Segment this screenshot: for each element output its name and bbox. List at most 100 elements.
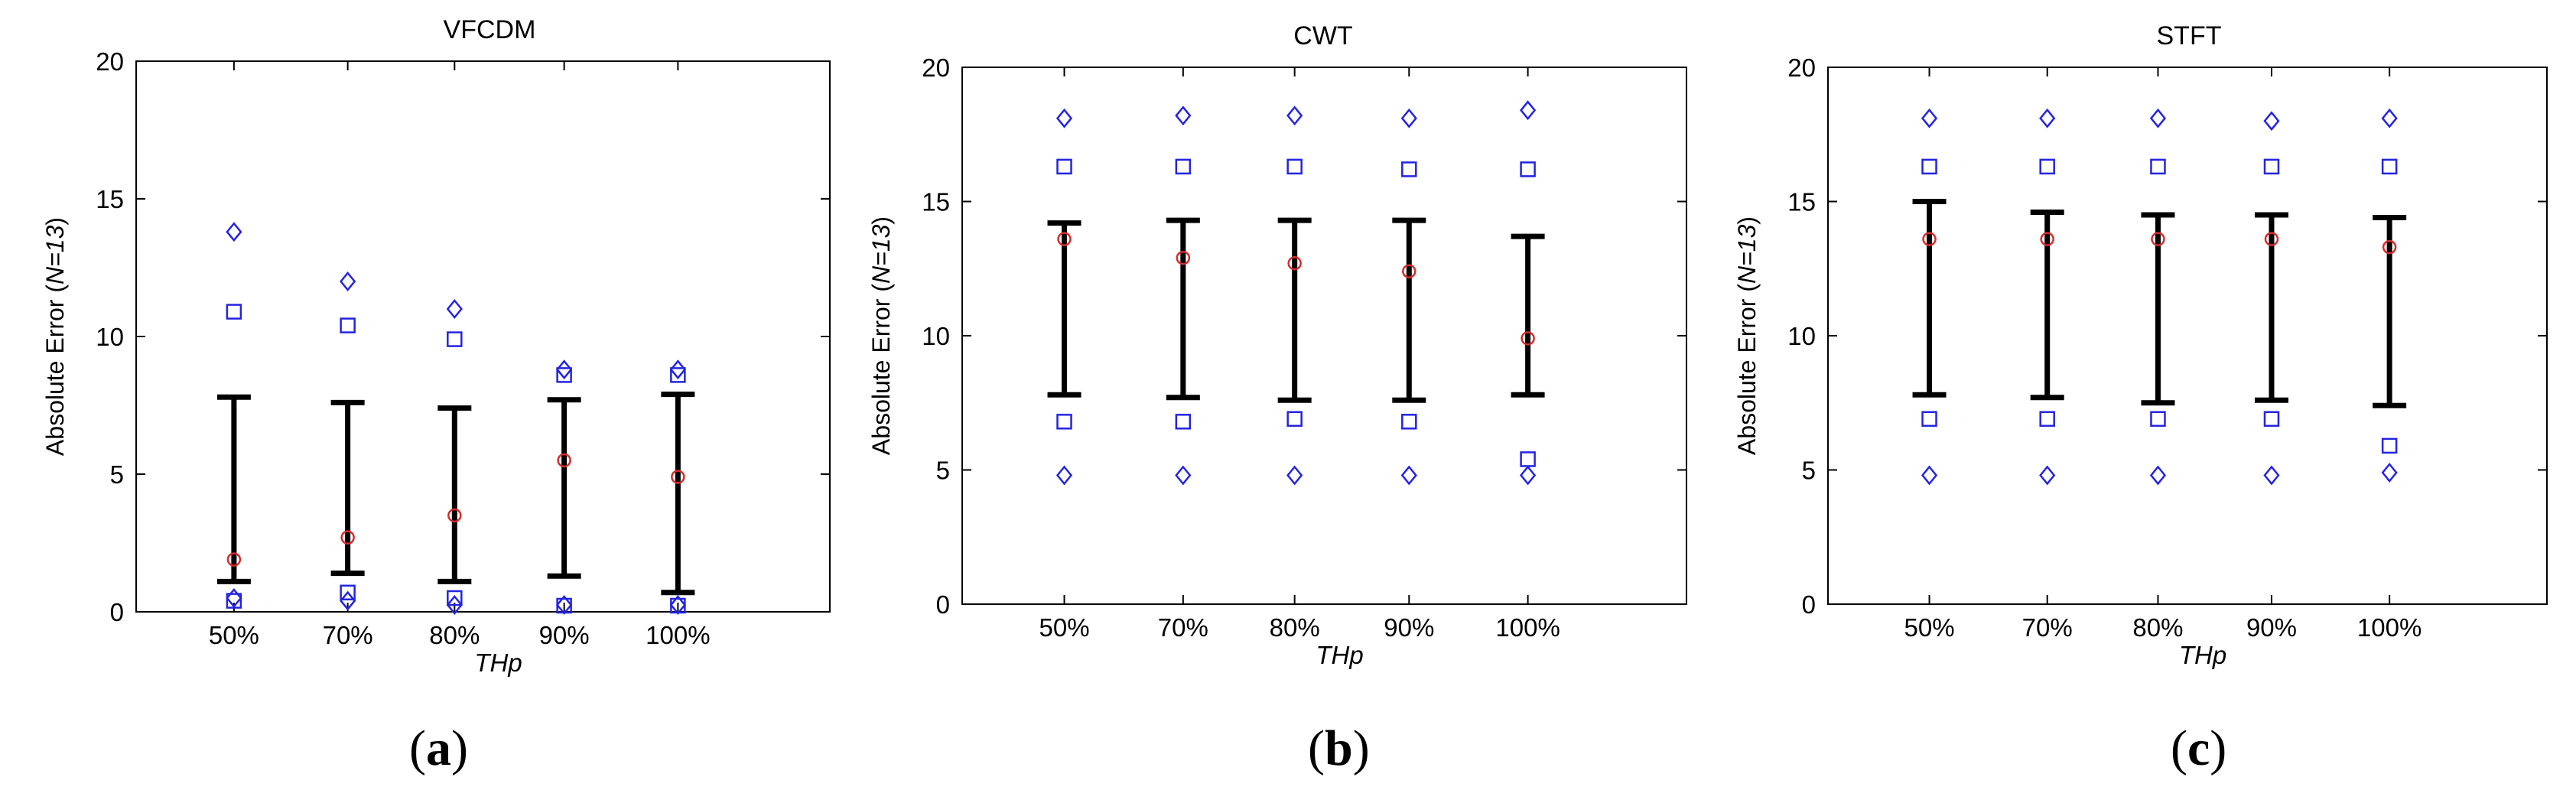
diamond-marker [556, 595, 573, 615]
y-tick-label: 5 [110, 460, 124, 489]
panel-label: (b) [1308, 720, 1370, 776]
y-axis-label-prefix: Absolute Error ( [1733, 284, 1761, 455]
x-tick-label: 70% [2022, 613, 2073, 642]
diamond-marker [2263, 111, 2280, 132]
square-marker [340, 584, 356, 601]
diamond-marker [1055, 108, 1073, 128]
diamond-marker [446, 595, 463, 615]
diamond-marker [2381, 108, 2398, 128]
chart-title: STFT [2157, 21, 2222, 50]
x-tick-label: 70% [1158, 613, 1208, 642]
diamond-marker [2149, 108, 2167, 128]
x-tick-label: 80% [429, 621, 480, 649]
diamond-marker [2039, 108, 2056, 128]
x-tick-label: 90% [539, 621, 590, 649]
x-tick-label: 100% [646, 621, 710, 649]
diamond-marker [2149, 465, 2167, 486]
square-marker [2150, 411, 2166, 428]
diamond-marker [1519, 465, 1537, 486]
chart-panel-c: STFT 0 5 10 15 20 50% 70% 80% 90% 100% THp Absolute … [1733, 21, 2548, 776]
square-marker [447, 590, 463, 606]
square-marker [447, 331, 463, 347]
x-tick-label: 100% [1495, 613, 1560, 642]
y-tick-label: 20 [96, 47, 124, 76]
square-marker [1056, 158, 1072, 175]
y-axis-label-n: N=13 [1733, 224, 1761, 284]
diamond-marker [1400, 108, 1417, 128]
diamond-marker [669, 359, 686, 380]
diamond-marker [1175, 465, 1192, 486]
diamond-marker [340, 590, 356, 611]
square-marker [1401, 414, 1417, 430]
mean-circle-marker [1057, 232, 1072, 246]
x-tick-label: 50% [1904, 613, 1955, 642]
panel-label-close: ) [1353, 720, 1370, 776]
square-marker [1520, 451, 1536, 467]
x-axis-label: THp [2179, 641, 2226, 669]
mean-circle-marker [2264, 232, 2279, 246]
panel-label-close: ) [451, 720, 468, 776]
diamond-marker [2263, 465, 2280, 486]
panel-label: (c) [2171, 720, 2226, 776]
square-marker [2381, 437, 2398, 454]
panel-label-open: ( [2171, 720, 2187, 776]
square-marker [2263, 158, 2280, 175]
x-tick-label: 90% [2246, 613, 2297, 642]
x-tick-label: 90% [1384, 613, 1434, 642]
mean-circle-marker [226, 552, 242, 567]
square-marker [1921, 158, 1937, 175]
mean-circle-marker [2382, 239, 2397, 255]
axes-frame [961, 67, 1687, 605]
x-tick-label: 50% [1039, 613, 1089, 642]
square-marker [1286, 158, 1303, 175]
x-tick-label: 80% [1270, 613, 1320, 642]
mean-circle-marker [1521, 331, 1535, 346]
diamond-marker [340, 271, 356, 291]
y-axis-label-n: N=13 [41, 225, 69, 284]
panel-label-close: ) [2210, 720, 2226, 776]
chart-panel-a: VFCDM 0 5 10 15 20 50% 70% 80% 90% 100% THp Absolute… [41, 15, 831, 776]
chart-title: CWT [1293, 21, 1352, 50]
y-tick-label: 15 [922, 188, 950, 216]
diamond-marker [226, 588, 242, 608]
y-axis-label-suffix: ) [867, 216, 895, 225]
diamond-marker [1400, 465, 1417, 486]
diamond-marker [2039, 465, 2056, 486]
mean-circle-marker [1402, 264, 1416, 279]
y-axis-label: Absolute Error (N=13) [1733, 216, 1761, 455]
y-tick-label: 5 [1802, 457, 1816, 485]
diamond-marker [446, 299, 463, 319]
panel-label-letter: b [1325, 720, 1353, 776]
square-marker [1401, 161, 1417, 177]
square-marker [556, 367, 572, 383]
panel-label: (a) [409, 720, 468, 776]
y-axis-label: Absolute Error (N=13) [41, 217, 69, 456]
y-axis-label-suffix: ) [1733, 216, 1761, 225]
square-marker [2039, 411, 2055, 428]
chart-title: VFCDM [444, 15, 536, 44]
x-tick-label: 80% [2132, 613, 2183, 642]
square-marker [1520, 161, 1536, 177]
square-marker [1175, 158, 1192, 175]
y-tick-label: 15 [1787, 188, 1816, 216]
y-tick-label: 10 [922, 322, 950, 350]
square-marker [670, 367, 686, 383]
diamond-marker [556, 359, 573, 380]
diamond-marker [669, 595, 686, 615]
panel-label-letter: c [2187, 720, 2210, 776]
square-marker [1175, 414, 1192, 430]
y-axis-label-suffix: ) [41, 217, 69, 226]
panel-label-open: ( [1308, 720, 1325, 776]
chart-panel-b: CWT 0 5 10 15 20 50% 70% 80% 90% 100% THp Absolute E… [867, 21, 1687, 776]
y-tick-label: 0 [110, 598, 124, 626]
mean-circle-marker [340, 530, 355, 545]
square-marker [1286, 411, 1303, 428]
x-tick-label: 50% [209, 621, 259, 649]
square-marker [2263, 411, 2280, 428]
diamond-marker [1921, 108, 1938, 128]
mean-circle-marker [1287, 255, 1302, 271]
x-axis-label: THp [474, 649, 522, 677]
x-axis-label: THp [1316, 641, 1363, 669]
axes-frame [135, 60, 831, 613]
diamond-marker [1921, 465, 1938, 486]
